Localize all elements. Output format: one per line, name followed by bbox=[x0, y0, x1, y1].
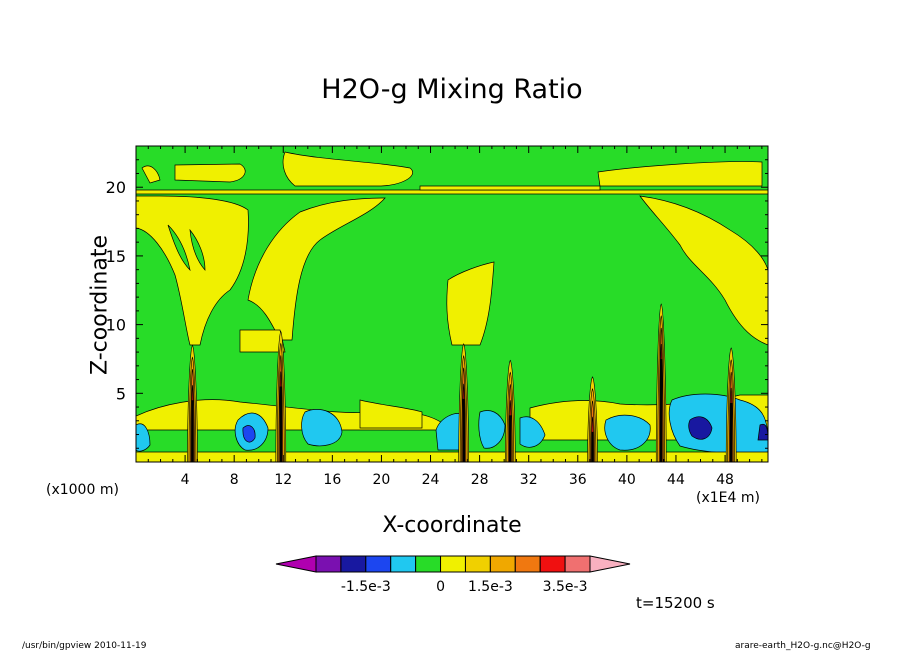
x-tick-label: 40 bbox=[618, 472, 636, 488]
plot-frame bbox=[135, 145, 769, 463]
colorbar-segment bbox=[390, 555, 417, 573]
colorbar-segment bbox=[464, 555, 491, 573]
x-tick-label: 44 bbox=[667, 472, 685, 488]
x-tick-label: 36 bbox=[569, 472, 587, 488]
chart-title: H2O-g Mixing Ratio bbox=[321, 74, 583, 105]
colorbar-label: -1.5e-3 bbox=[341, 579, 391, 595]
colorbar-segment bbox=[539, 555, 566, 573]
footer-right: arare-earth_H2O-g.nc@H2O-g bbox=[735, 641, 871, 651]
x-unit-left: (x1000 m) bbox=[46, 482, 119, 498]
x-unit-right: (x1E4 m) bbox=[696, 490, 760, 506]
colorbar-segment bbox=[340, 555, 367, 573]
x-tick-label: 16 bbox=[323, 472, 341, 488]
time-label: t=15200 s bbox=[636, 594, 715, 612]
footer-left: /usr/bin/gpview 2010-11-19 bbox=[22, 641, 147, 651]
colorbar-segment bbox=[440, 555, 466, 573]
y-tick-label: 20 bbox=[106, 178, 126, 197]
colorbar-segment bbox=[489, 555, 516, 573]
x-tick-label: 8 bbox=[230, 472, 239, 488]
y-tick-label: 5 bbox=[116, 384, 126, 403]
x-tick-label: 4 bbox=[181, 472, 190, 488]
y-axis-label: Z-coordinate bbox=[87, 235, 113, 375]
x-tick-label: 32 bbox=[520, 472, 538, 488]
colorbar-label: 1.5e-3 bbox=[468, 579, 513, 595]
colorbar-segment bbox=[315, 555, 342, 573]
colorbar-label: 0 bbox=[436, 579, 445, 595]
convective-towers bbox=[187, 303, 737, 462]
x-tick-label: 20 bbox=[373, 472, 391, 488]
colorbar-min-arrow bbox=[275, 555, 317, 573]
colorbar-label: 3.5e-3 bbox=[543, 579, 588, 595]
colorbar-max-arrow bbox=[589, 555, 631, 573]
x-tick-label: 48 bbox=[716, 472, 734, 488]
y-tick-label: 15 bbox=[106, 247, 126, 266]
colorbar-segment bbox=[514, 555, 541, 573]
colorbar-segment bbox=[365, 555, 392, 573]
x-tick-label: 24 bbox=[422, 472, 440, 488]
colorbar: -1.5e-3 0 1.5e-3 3.5e-3 bbox=[275, 555, 631, 595]
x-axis-label: X-coordinate bbox=[382, 513, 522, 538]
colorbar-segment bbox=[415, 555, 442, 573]
y-tick-label: 10 bbox=[106, 316, 126, 335]
colorbar-segment bbox=[564, 555, 591, 573]
x-tick-label: 28 bbox=[471, 472, 489, 488]
x-tick-label: 12 bbox=[274, 472, 292, 488]
contour-field bbox=[136, 146, 768, 462]
